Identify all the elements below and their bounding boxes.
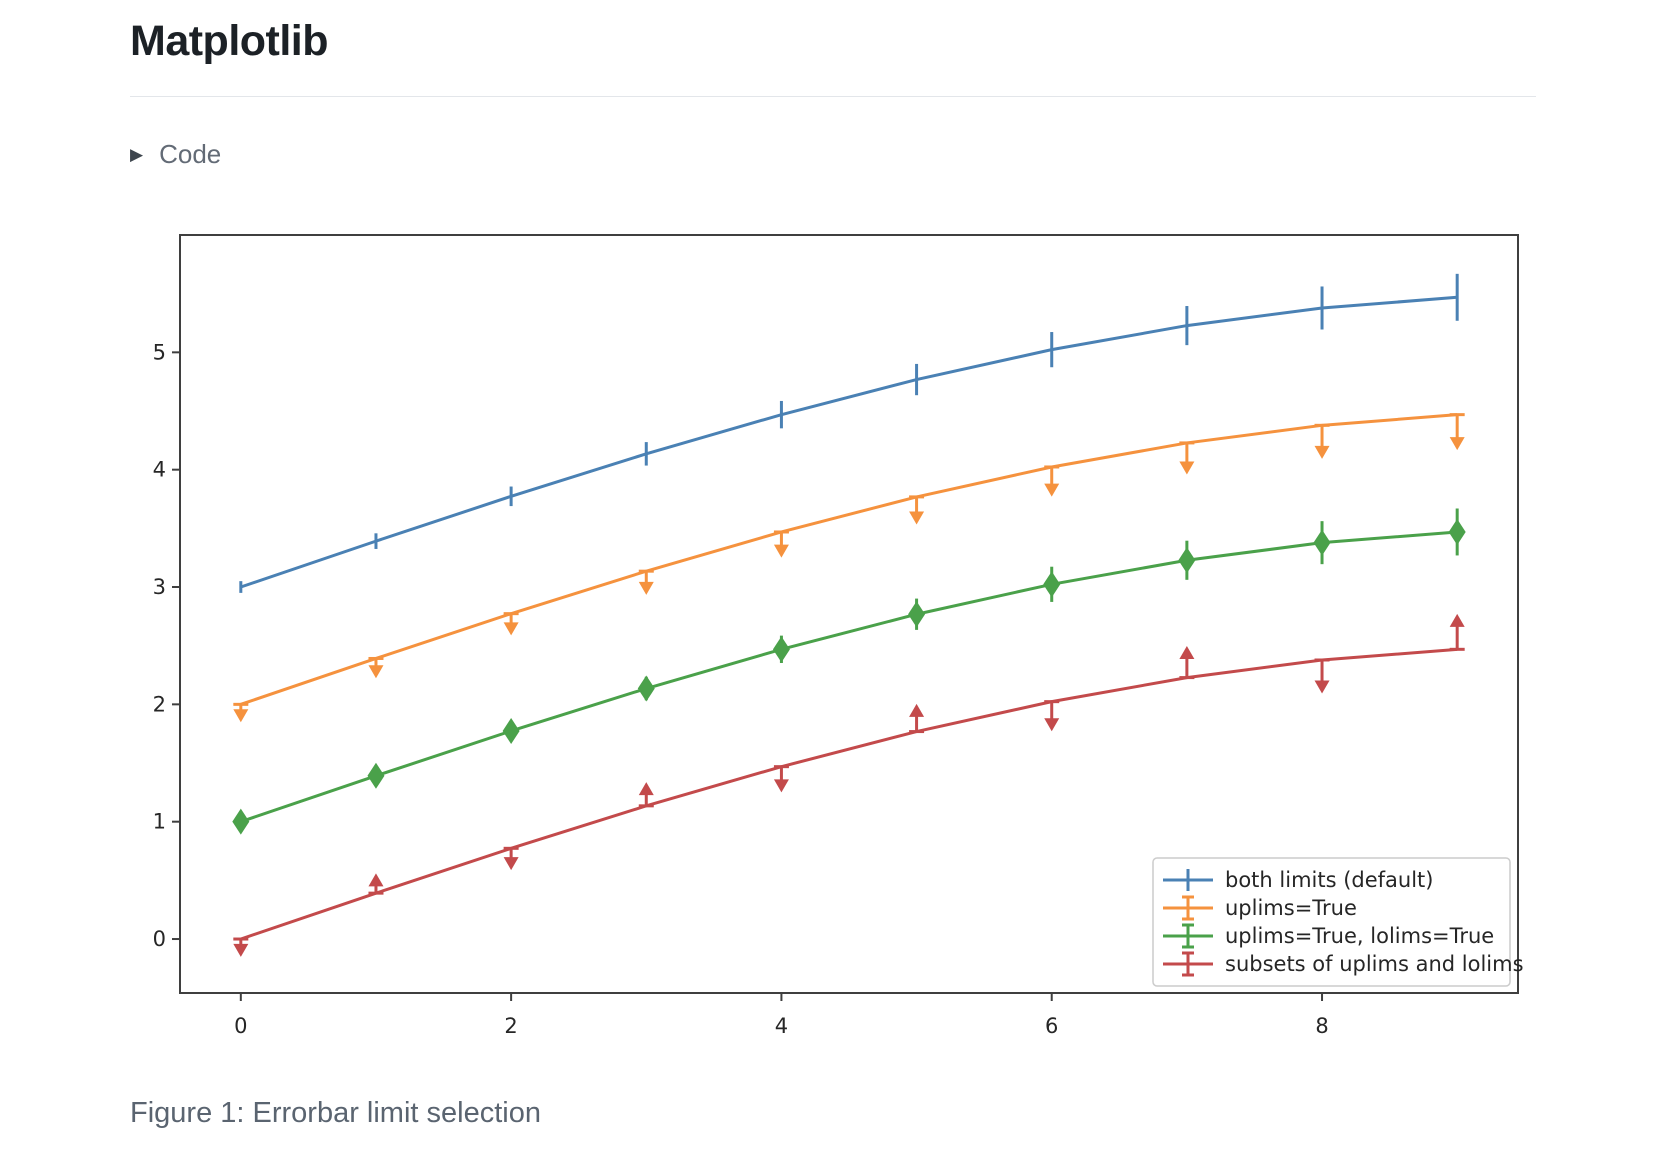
series-1 [233, 412, 1465, 722]
svg-text:6: 6 [1045, 1014, 1058, 1038]
svg-text:4: 4 [775, 1014, 788, 1038]
page-title: Matplotlib [130, 17, 329, 65]
svg-text:0: 0 [153, 927, 166, 951]
code-toggle-label: Code [159, 138, 222, 169]
svg-text:2: 2 [153, 692, 166, 716]
page: Matplotlib ▶ Code 0 2 4 6 8 0 1 2 3 4 5 both limits… [130, 17, 1536, 1131]
disclosure-triangle-icon: ▶ [130, 144, 144, 164]
legend: both limits (default) uplims=True uplims=T… [1152, 856, 1524, 987]
svg-text:1: 1 [153, 809, 166, 833]
figure-caption: Figure 1: Errorbar limit selection [130, 1096, 541, 1129]
legend-label-3: subsets of uplims and lolims [1225, 952, 1524, 976]
y-axis: 0 1 2 3 4 5 [153, 340, 180, 951]
figure: 0 2 4 6 8 0 1 2 3 4 5 both limits (default) uplims=T… [130, 206, 1536, 1131]
svg-text:5: 5 [153, 340, 166, 364]
legend-label-1: uplims=True [1225, 896, 1357, 920]
legend-label-0: both limits (default) [1225, 868, 1433, 892]
series-2 [232, 508, 1466, 835]
svg-text:0: 0 [234, 1014, 247, 1038]
series-3 [233, 613, 1465, 957]
legend-label-2: uplims=True, lolims=True [1225, 924, 1494, 948]
code-toggle[interactable]: ▶ Code [130, 139, 221, 170]
svg-text:2: 2 [504, 1014, 517, 1038]
svg-text:8: 8 [1315, 1014, 1328, 1038]
divider [130, 95, 1536, 97]
plot-frame [179, 233, 1519, 994]
svg-text:3: 3 [153, 575, 166, 599]
x-axis: 0 2 4 6 8 [234, 992, 1329, 1038]
svg-text:4: 4 [153, 457, 166, 481]
errorbar-chart: 0 2 4 6 8 0 1 2 3 4 5 both limits (default) uplims=T… [153, 233, 1524, 1038]
series-0 [239, 273, 1459, 593]
